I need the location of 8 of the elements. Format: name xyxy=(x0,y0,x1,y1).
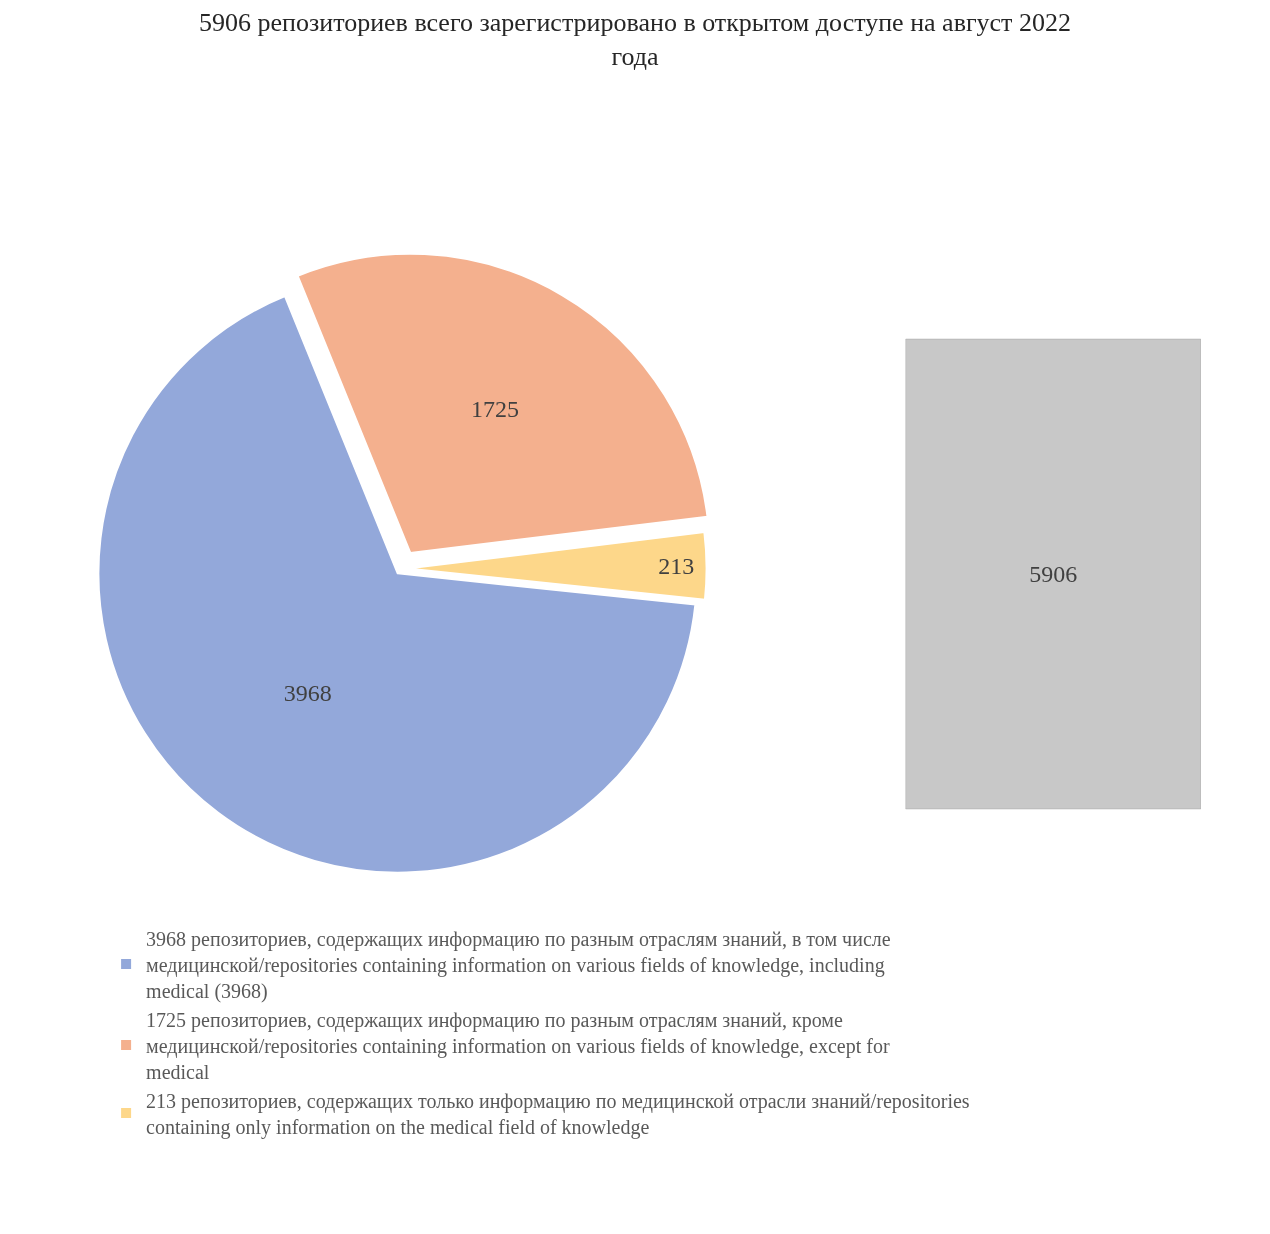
legend-label: 1725 репозиториев, содержащих информацию по разным отраслям знаний, кроме медицинской/repositories containing information on various fields of knowledge, except for medical xyxy=(146,1008,890,1083)
chart-title: 5906 репозиториев всего зарегистрировано в открытом доступе на август 2022 года xyxy=(199,7,1071,71)
data-label: 5906 xyxy=(1029,561,1078,588)
data-label: 213 xyxy=(658,553,695,580)
data-label: 3968 xyxy=(283,679,332,706)
legend-label: 213 репозиториев, содержащих только информацию по медицинской отрасли знаний/repositories containing only information on the medical field of knowledge xyxy=(146,1089,970,1139)
legend-label: 3968 репозиториев, содержащих информацию по разным отраслям знаний, в том числе медицинской/repositories containing information on various fields of knowledge, including medical (3968) xyxy=(146,927,891,1003)
data-label: 1725 xyxy=(470,396,519,423)
